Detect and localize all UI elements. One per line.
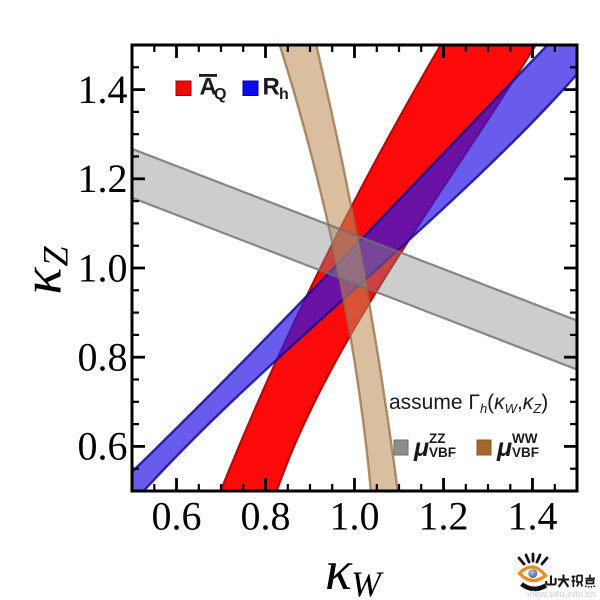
svg-text:Q: Q: [214, 86, 226, 103]
svg-text:view.sdu.edu.cn: view.sdu.edu.cn: [527, 589, 596, 599]
svg-text:R: R: [263, 74, 280, 101]
svg-text:h: h: [279, 86, 289, 103]
svg-text:1.4: 1.4: [78, 67, 128, 112]
svg-text:0.6: 0.6: [152, 494, 202, 539]
svg-text:κ: κ: [325, 540, 353, 600]
svg-text:VBF: VBF: [512, 445, 539, 460]
svg-text:assume Γh(κW,κZ): assume Γh(κW,κZ): [389, 391, 548, 416]
svg-text:0.8: 0.8: [78, 335, 128, 380]
svg-text:0.8: 0.8: [241, 494, 291, 539]
svg-text:κ: κ: [12, 267, 74, 295]
svg-text:VBF: VBF: [429, 445, 456, 460]
svg-text:1.2: 1.2: [78, 156, 128, 201]
svg-text:1.4: 1.4: [508, 494, 558, 539]
svg-text:W: W: [351, 564, 384, 600]
svg-text:1.0: 1.0: [330, 494, 380, 539]
svg-text:1.0: 1.0: [78, 245, 128, 290]
svg-text:WW: WW: [512, 431, 538, 446]
svg-text:0.6: 0.6: [78, 424, 128, 469]
svg-text:A: A: [200, 74, 217, 101]
svg-text:Z: Z: [36, 246, 76, 267]
svg-text:μ: μ: [496, 434, 512, 462]
svg-text:ZZ: ZZ: [429, 431, 446, 446]
svg-text:μ: μ: [413, 434, 429, 462]
svg-text:1.2: 1.2: [419, 494, 469, 539]
